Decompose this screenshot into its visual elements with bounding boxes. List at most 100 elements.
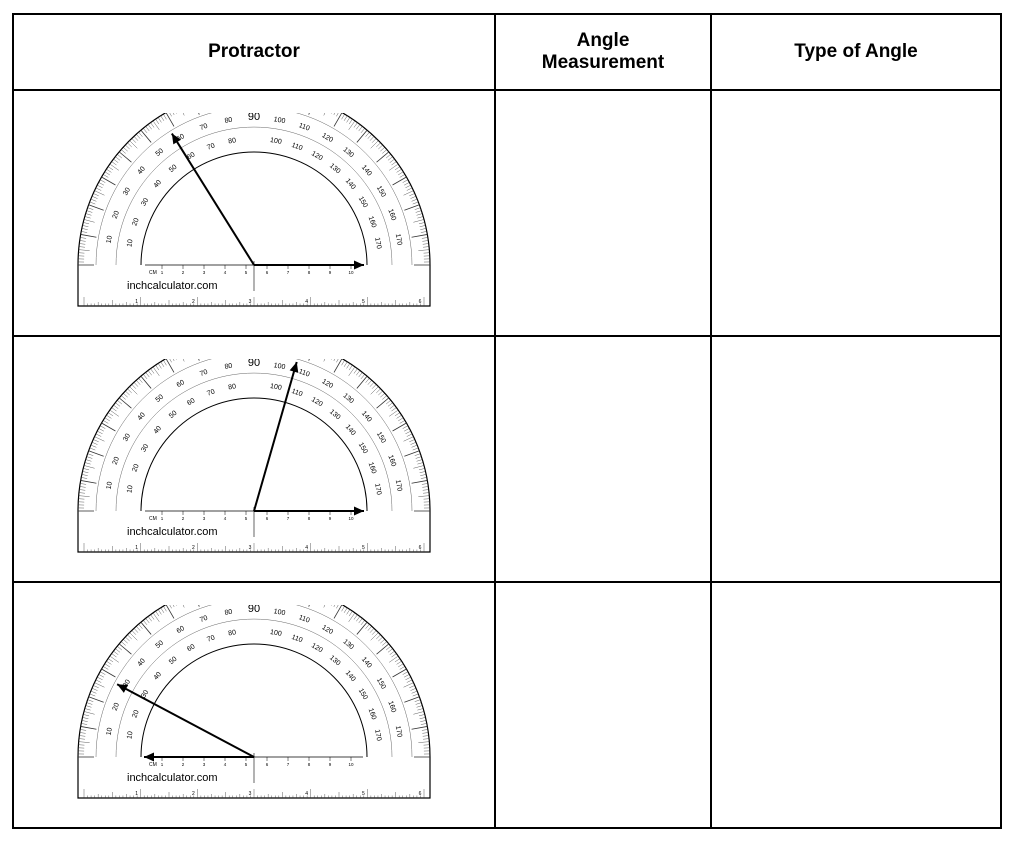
degree-tick bbox=[423, 246, 430, 248]
inner-scale-label: 120 bbox=[310, 396, 324, 408]
outer-scale-label: 100 bbox=[273, 116, 286, 125]
inner-scale-label: 30 bbox=[140, 197, 150, 207]
protractor-outline bbox=[77, 359, 431, 553]
inch-scale-label: 3 bbox=[249, 299, 252, 305]
degree-tick bbox=[106, 660, 112, 665]
degree-tick bbox=[387, 648, 393, 653]
outer-scale-label: 70 bbox=[199, 369, 209, 378]
degree-tick bbox=[115, 156, 121, 161]
watermark-text: inchcalculator.com bbox=[127, 526, 218, 538]
cm-scale-label: 7 bbox=[287, 516, 290, 521]
angle-measurement-cell[interactable] bbox=[494, 335, 712, 583]
degree-tick bbox=[145, 372, 150, 378]
inner-scale-label: 120 bbox=[310, 642, 324, 654]
degree-tick bbox=[419, 471, 426, 473]
degree-tick bbox=[84, 462, 91, 465]
degree-tick bbox=[356, 616, 361, 622]
cm-scale-label: 4 bbox=[224, 516, 227, 521]
degree-tick bbox=[87, 699, 94, 702]
degree-tick bbox=[111, 653, 117, 658]
degree-tick bbox=[115, 648, 121, 653]
outer-scale-label: 10 bbox=[106, 727, 114, 736]
degree-tick bbox=[121, 149, 126, 154]
degree-tick bbox=[411, 726, 428, 730]
degree-tick bbox=[348, 118, 353, 125]
cm-scale-label: 5 bbox=[245, 762, 248, 767]
degree-tick bbox=[169, 113, 172, 117]
inner-scale-label: 100 bbox=[269, 629, 282, 638]
degree-tick bbox=[93, 685, 99, 689]
outer-scale-label: 170 bbox=[394, 233, 403, 246]
degree-tick bbox=[131, 138, 137, 143]
cm-scale-label: 9 bbox=[329, 762, 332, 767]
cm-scale-label: 4 bbox=[224, 270, 227, 275]
degree-tick bbox=[118, 151, 132, 163]
degree-tick bbox=[376, 397, 390, 409]
cm-scale-label: 9 bbox=[329, 516, 332, 521]
inch-scale-label: 1 bbox=[135, 299, 138, 305]
degree-tick bbox=[346, 117, 351, 123]
degree-tick bbox=[376, 634, 381, 640]
degree-tick bbox=[420, 477, 427, 479]
degree-tick bbox=[93, 439, 99, 443]
degree-tick bbox=[385, 154, 391, 159]
degree-tick bbox=[82, 225, 89, 227]
degree-tick bbox=[420, 228, 427, 230]
degree-tick bbox=[98, 674, 104, 678]
degree-tick bbox=[85, 213, 92, 216]
degree-tick bbox=[370, 386, 379, 395]
outer-scale-label: 70 bbox=[199, 123, 209, 132]
degree-tick bbox=[97, 676, 103, 680]
degree-tick bbox=[323, 113, 326, 116]
degree-tick bbox=[336, 605, 339, 609]
degree-tick bbox=[414, 453, 421, 456]
outer-scale-label: 150 bbox=[375, 677, 387, 691]
angle-ray bbox=[253, 361, 298, 512]
inner-scale-label: 60 bbox=[186, 151, 196, 161]
degree-tick bbox=[412, 201, 419, 205]
inch-scale-label: 4 bbox=[305, 545, 308, 551]
degree-tick bbox=[415, 456, 422, 459]
degree-tick bbox=[356, 129, 368, 143]
degree-tick bbox=[418, 495, 430, 497]
outer-scale-label: 110 bbox=[298, 614, 311, 624]
degree-tick bbox=[385, 646, 391, 651]
degree-tick bbox=[405, 430, 411, 434]
degree-tick bbox=[336, 113, 339, 117]
degree-tick bbox=[405, 676, 411, 680]
degree-tick bbox=[117, 400, 123, 405]
degree-tick bbox=[418, 714, 425, 717]
degree-tick bbox=[150, 368, 155, 374]
degree-tick bbox=[145, 126, 150, 132]
degree-tick bbox=[419, 717, 426, 719]
cm-scale-label: 7 bbox=[287, 762, 290, 767]
degree-tick bbox=[172, 113, 175, 115]
degree-tick bbox=[109, 163, 119, 171]
outer-scale-label: 50 bbox=[155, 640, 166, 650]
degree-tick bbox=[385, 400, 391, 405]
degree-tick bbox=[391, 653, 397, 658]
angle-measurement-cell[interactable] bbox=[494, 581, 712, 829]
type-of-angle-cell[interactable] bbox=[710, 581, 1002, 829]
degree-tick bbox=[136, 134, 141, 139]
type-of-angle-cell[interactable] bbox=[710, 335, 1002, 583]
outer-scale-label: 20 bbox=[112, 210, 121, 220]
outer-scale-label: 150 bbox=[375, 185, 387, 199]
degree-tick bbox=[113, 404, 119, 409]
worksheet-table: Protractor Angle Measurement Type of Ang… bbox=[12, 13, 1002, 829]
degree-tick bbox=[83, 468, 90, 471]
degree-tick bbox=[111, 161, 117, 166]
degree-tick bbox=[389, 163, 399, 171]
degree-tick bbox=[78, 492, 85, 494]
degree-tick bbox=[133, 382, 139, 387]
degree-tick bbox=[399, 666, 405, 670]
degree-tick bbox=[125, 390, 130, 396]
type-of-angle-cell[interactable] bbox=[710, 89, 1002, 337]
angle-measurement-cell[interactable] bbox=[494, 89, 712, 337]
degree-tick bbox=[150, 614, 155, 620]
outer-scale-label: 10 bbox=[106, 235, 114, 244]
cm-scale-label: 6 bbox=[266, 270, 269, 275]
degree-tick bbox=[391, 161, 397, 166]
degree-tick bbox=[78, 246, 85, 248]
degree-tick bbox=[138, 624, 143, 629]
